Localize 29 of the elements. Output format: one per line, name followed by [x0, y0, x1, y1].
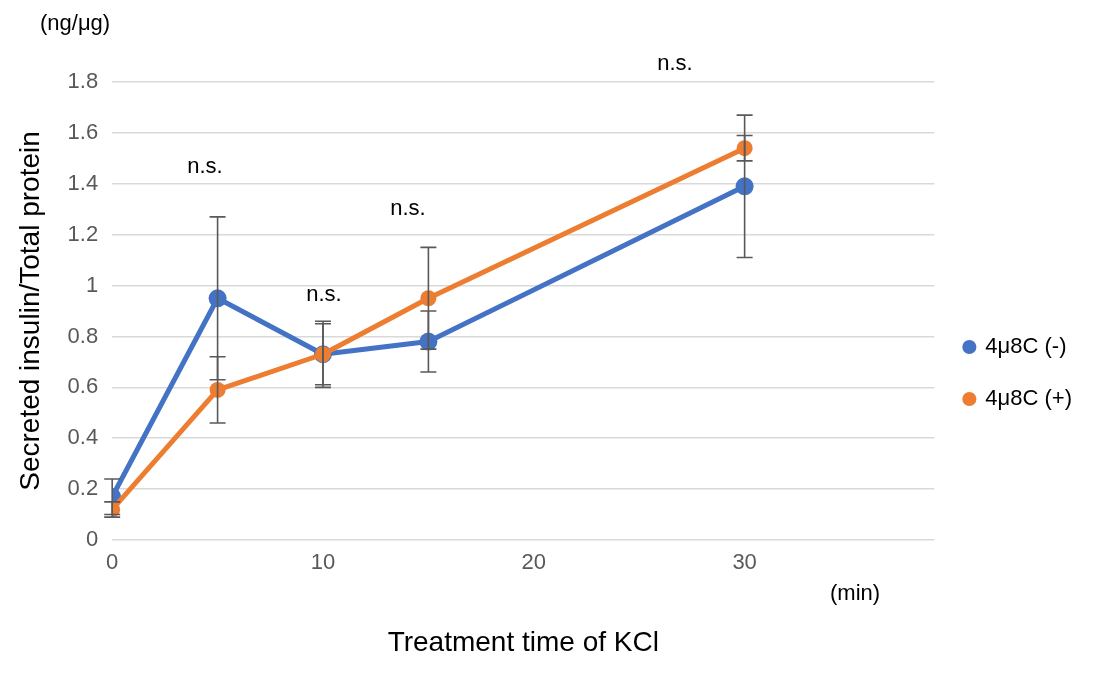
point	[208, 289, 227, 308]
y-tick-label: 1.2	[67, 220, 99, 246]
y-tick-label: 0.8	[67, 322, 99, 348]
y-tick-label: 1.4	[67, 169, 99, 195]
annotation: n.s.	[187, 153, 223, 179]
y-tick-label: 1	[85, 271, 99, 297]
legend-label: 4μ8C (-)	[985, 333, 1067, 359]
x-tick-label: 20	[521, 549, 547, 575]
legend-label: 4μ8C (+)	[985, 385, 1073, 411]
annotation: n.s.	[390, 195, 426, 221]
point	[735, 177, 754, 196]
y-tick-label: 0.2	[67, 475, 99, 501]
x-tick-label: 30	[732, 549, 757, 575]
x-tick-label: 0	[106, 549, 119, 575]
y-tick-label: 1.6	[67, 118, 99, 144]
y-tick-label: 1.8	[67, 68, 99, 94]
y-axis-title: Secreted insulin/Total protein	[13, 131, 45, 491]
point	[420, 290, 437, 307]
x-axis-title: Treatment time of KCl	[387, 625, 659, 657]
y-tick-label: 0.4	[67, 424, 99, 450]
annotation: n.s.	[306, 281, 342, 307]
point	[209, 381, 226, 398]
y-tick-label: 0.6	[67, 373, 99, 399]
y-tick-label: 0	[85, 526, 99, 552]
text: (ng/μg)	[40, 10, 111, 36]
point	[736, 140, 753, 157]
x-tick-label: 10	[310, 549, 336, 575]
text: n.s.	[657, 50, 693, 76]
text: (min)	[830, 580, 881, 606]
